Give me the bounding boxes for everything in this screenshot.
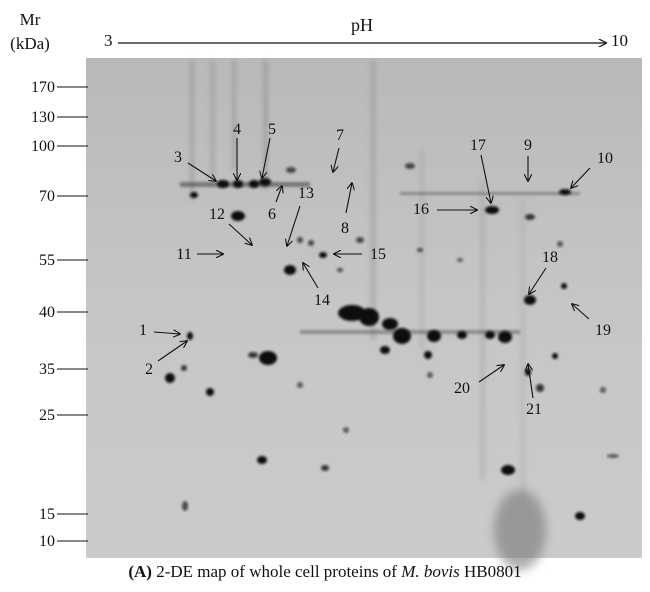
spot-label: 9 bbox=[524, 137, 532, 154]
spot-label: 1 bbox=[139, 322, 147, 339]
spot-label: 13 bbox=[298, 185, 314, 202]
gel-bands bbox=[180, 182, 580, 334]
caption-panel-label: (A) bbox=[128, 562, 152, 581]
mr-marker-axis: 170 130 100 70 55 40 35 25 15 10 bbox=[31, 79, 88, 550]
y-axis-title-line1: Mr bbox=[20, 10, 41, 29]
spot-label: 7 bbox=[336, 127, 344, 144]
spot-label: 4 bbox=[233, 121, 241, 138]
spot-label: 21 bbox=[526, 401, 542, 418]
spot-labels: 1 2 3 4 5 6 7 8 9 10 11 12 13 14 15 16 1… bbox=[139, 121, 613, 418]
caption-text-before: 2-DE map of whole cell proteins of bbox=[151, 562, 402, 581]
figure-caption: (A) 2-DE map of whole cell proteins of M… bbox=[0, 562, 650, 582]
spot-label: 16 bbox=[413, 201, 429, 218]
spot-label: 19 bbox=[595, 322, 611, 339]
mr-marker-label: 100 bbox=[31, 138, 55, 155]
spot-label: 6 bbox=[268, 206, 276, 223]
x-axis-title: pH bbox=[351, 15, 373, 35]
y-axis-title-line2: (kDa) bbox=[10, 34, 50, 53]
spot-label: 20 bbox=[454, 380, 470, 397]
spot-label: 17 bbox=[470, 137, 486, 154]
spot-label: 10 bbox=[597, 150, 613, 167]
x-axis-end-label: 10 bbox=[611, 31, 628, 50]
spot-label: 2 bbox=[145, 361, 153, 378]
mr-marker-label: 10 bbox=[39, 533, 55, 550]
mr-marker-label: 70 bbox=[39, 188, 55, 205]
caption-species: M. bovis bbox=[401, 562, 460, 581]
spot-arrows bbox=[153, 137, 591, 399]
spot-label: 14 bbox=[314, 292, 330, 309]
protein-spots bbox=[165, 163, 619, 520]
gel-smear bbox=[494, 490, 546, 570]
x-axis-start-label: 3 bbox=[104, 31, 113, 50]
spot-label: 18 bbox=[542, 249, 558, 266]
mr-marker-label: 55 bbox=[39, 252, 55, 269]
spot-label: 5 bbox=[268, 121, 276, 138]
spot-label: 15 bbox=[370, 246, 386, 263]
mr-marker-label: 25 bbox=[39, 407, 55, 424]
spot-label: 11 bbox=[176, 246, 191, 263]
mr-marker-label: 40 bbox=[39, 304, 55, 321]
mr-marker-label: 170 bbox=[31, 79, 55, 96]
spot-label: 3 bbox=[174, 149, 182, 166]
mr-marker-label: 35 bbox=[39, 361, 55, 378]
spot-label: 12 bbox=[209, 206, 225, 223]
mr-marker-label: 15 bbox=[39, 506, 55, 523]
caption-text-after: HB0801 bbox=[459, 562, 522, 581]
mr-marker-label: 130 bbox=[31, 109, 55, 126]
gel-image bbox=[86, 58, 642, 558]
spot-label: 8 bbox=[341, 220, 349, 237]
